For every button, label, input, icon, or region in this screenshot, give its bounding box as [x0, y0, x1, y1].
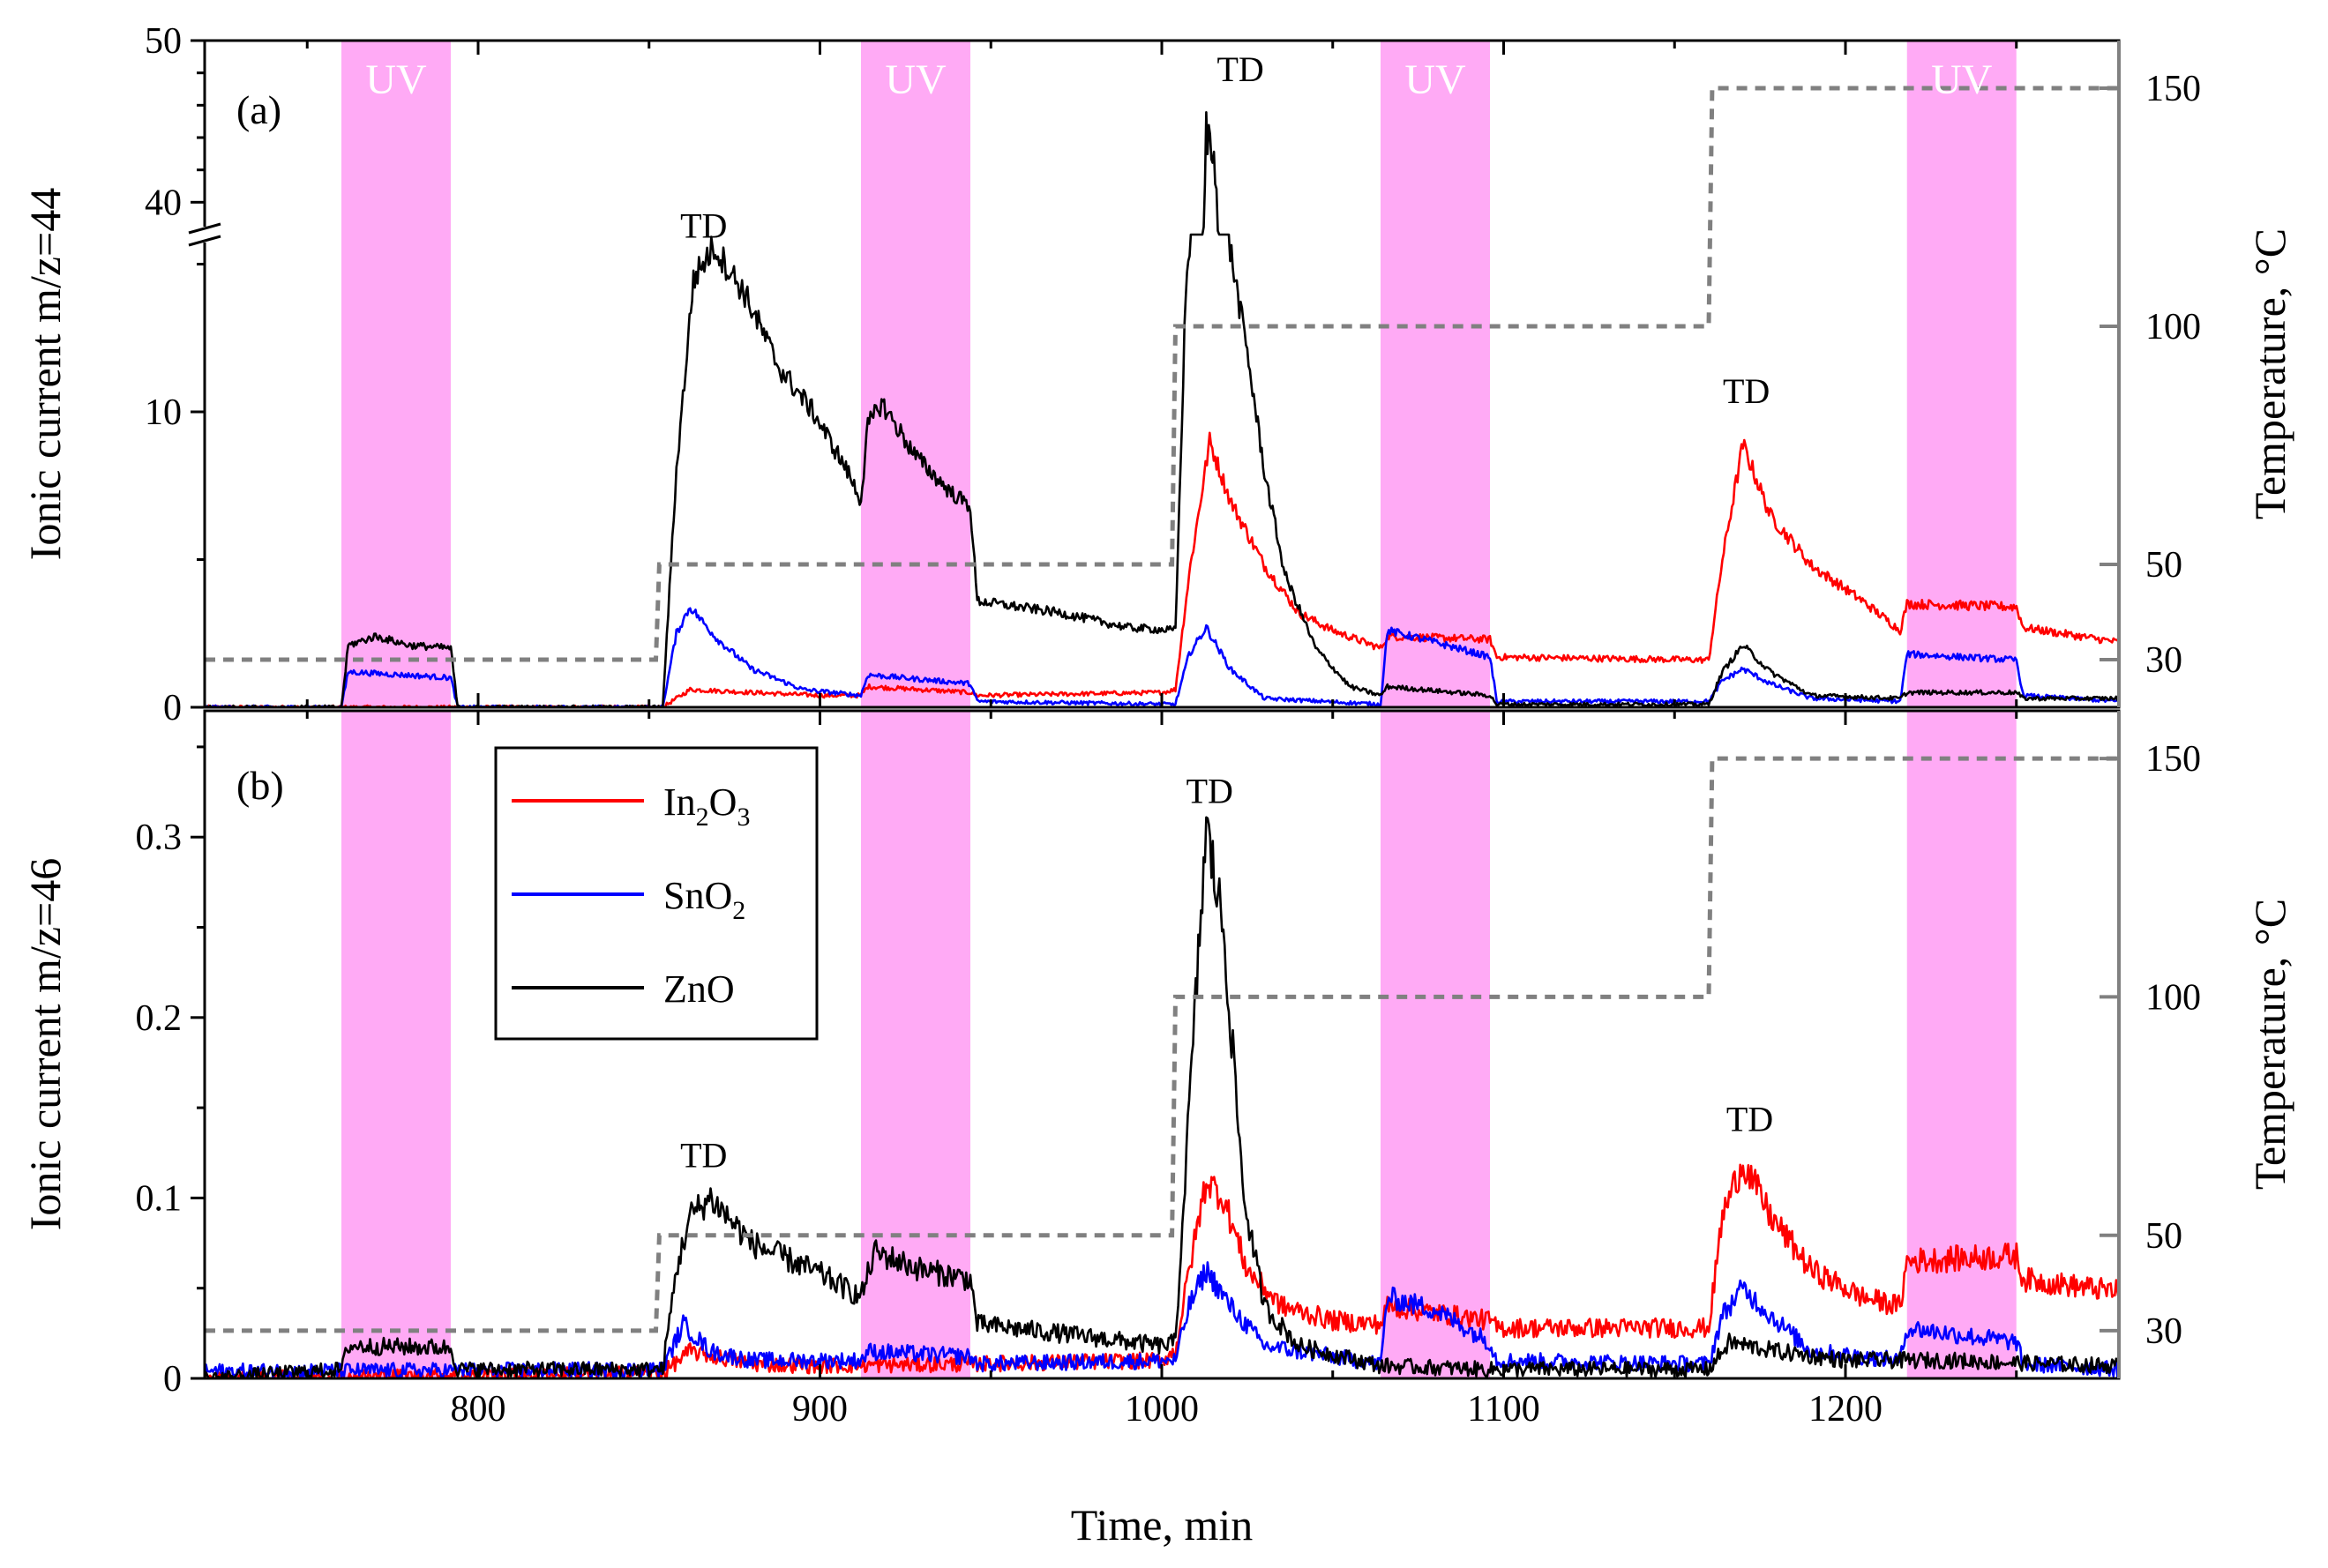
plot-frame-a — [203, 39, 2121, 709]
series-b — [205, 756, 2119, 1378]
uv-label: UV — [1931, 56, 1993, 103]
uv-band-1 — [341, 711, 451, 1378]
series-a — [205, 86, 2119, 707]
y-axis-title-b: Ionic current m/z=46 — [20, 858, 70, 1231]
plot-frame-b — [203, 709, 2121, 1380]
td-label: TD — [1186, 771, 1233, 810]
uv-label: UV — [885, 56, 947, 103]
y-tick-label: 0.2 — [136, 998, 183, 1039]
legend-label-ZnO: ZnO — [663, 967, 735, 1011]
axes-b: 800 900 1000 1100 1200 0 0.1 0.2 0.3 30 50 100 150 — [136, 711, 2201, 1430]
x-tick-label: 900 — [792, 1389, 848, 1430]
y2-tick-label: 100 — [2145, 307, 2201, 347]
td-labels-b: TD TD TD — [680, 771, 1773, 1175]
y-tick-label: 50 — [145, 21, 182, 62]
series-SnO2 — [205, 1261, 2119, 1378]
uv-band-4 — [1906, 41, 2017, 707]
td-labels-a: TD TD TD — [680, 49, 1770, 411]
series-In2O3 — [205, 1163, 2119, 1378]
panel-b: 800 900 1000 1100 1200 0 0.1 0.2 0.3 30 50 100 150 (… — [20, 709, 2294, 1549]
uv-band-3 — [1381, 41, 1490, 707]
panel-a: 0 10 40 50 30 50 100 150 (a) UV UV UV UV TD TD TD Io… — [20, 21, 2294, 728]
panel-label-a: (a) — [236, 87, 281, 132]
y2-tick-label: 50 — [2145, 1216, 2182, 1257]
series-temperature — [205, 86, 2119, 662]
td-label: TD — [680, 1136, 727, 1176]
x-tick-label: 800 — [451, 1389, 506, 1430]
uv-labels-a: UV UV UV UV — [365, 56, 1992, 103]
series-ZnO — [205, 111, 2119, 707]
x-tick-label: 1100 — [1467, 1389, 1539, 1430]
x-axis-title: Time, min — [1071, 1500, 1254, 1549]
legend-label-In2O3: In2O3 — [663, 780, 750, 832]
td-label: TD — [1723, 371, 1770, 411]
y-tick-label: 0 — [163, 688, 182, 728]
y2-tick-label: 100 — [2145, 977, 2201, 1018]
uv-band-2 — [861, 41, 970, 707]
y2-tick-label: 30 — [2145, 1311, 2182, 1352]
y-tick-label: 0 — [163, 1359, 182, 1400]
series-temperature — [205, 756, 2119, 1333]
series-In2O3 — [205, 431, 2119, 707]
uv-band-4 — [1906, 711, 2017, 1378]
y2-tick-label: 30 — [2145, 640, 2182, 681]
legend: In2O3 SnO2 ZnO — [494, 746, 819, 1041]
y-tick-label: 0.1 — [136, 1178, 183, 1219]
y-tick-label: 40 — [145, 183, 182, 223]
y-axis-title-a: Ionic current m/z=44 — [20, 188, 70, 561]
x-tick-label: 1000 — [1125, 1389, 1199, 1430]
uv-bands-a — [341, 41, 2017, 707]
y-tick-label: 0.3 — [136, 818, 183, 858]
y2-axis-title-a: Temperature, °C — [2245, 228, 2294, 519]
y2-tick-label: 150 — [2145, 69, 2201, 109]
axis-break-mark — [188, 222, 221, 235]
legend-label-SnO2: SnO2 — [663, 874, 745, 925]
y2-axis-title-b: Temperature, °C — [2245, 899, 2294, 1190]
series-ZnO — [205, 816, 2119, 1378]
panel-label-b: (b) — [236, 763, 284, 808]
uv-bands-b — [341, 711, 2017, 1378]
uv-label: UV — [365, 56, 427, 103]
x-tick-label: 1200 — [1808, 1389, 1883, 1430]
uv-band-3 — [1381, 711, 1490, 1378]
y2-tick-label: 150 — [2145, 739, 2201, 780]
td-label: TD — [680, 205, 727, 245]
axis-break-mark — [188, 235, 221, 247]
td-label: TD — [1216, 49, 1263, 89]
y-tick-label: 10 — [145, 392, 182, 433]
td-label: TD — [1726, 1100, 1773, 1139]
uv-band-1 — [341, 41, 451, 707]
axes-a: 0 10 40 50 30 50 100 150 — [145, 21, 2201, 728]
y2-tick-label: 50 — [2145, 545, 2182, 586]
uv-label: UV — [1404, 56, 1466, 103]
